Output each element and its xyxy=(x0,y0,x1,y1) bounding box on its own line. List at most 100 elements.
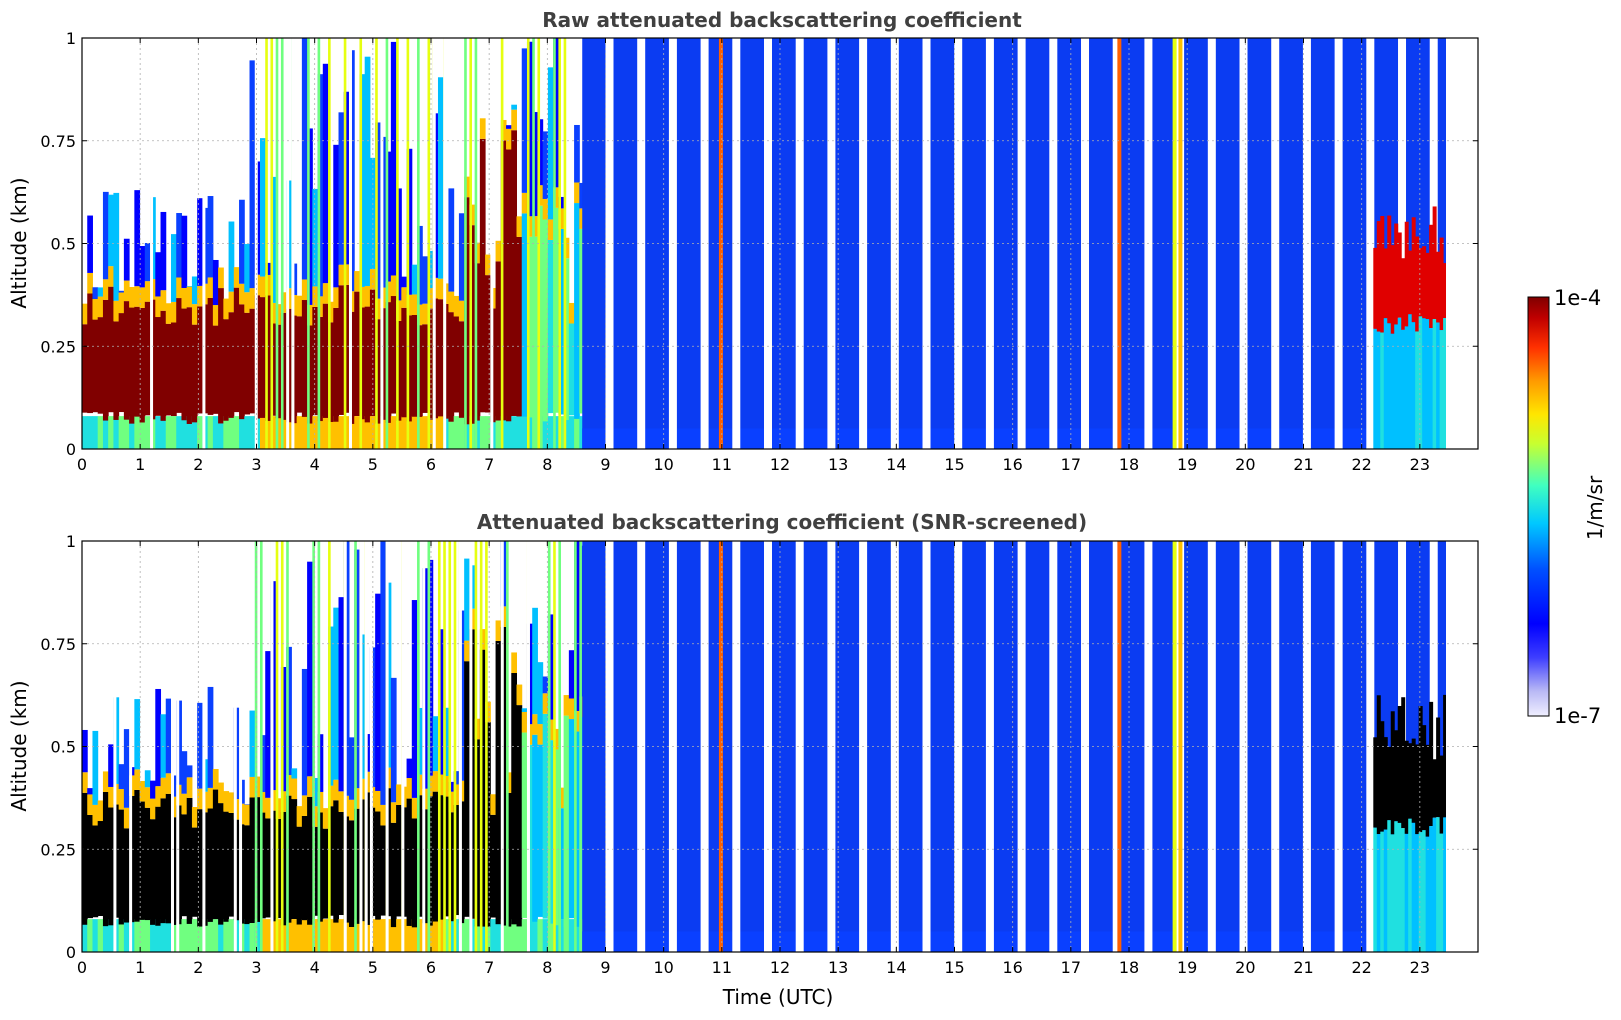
time-column xyxy=(448,188,455,449)
colorbar: 1e-4 1e-7 1/m/sr xyxy=(1527,286,1607,728)
time-column xyxy=(139,246,146,449)
time-column xyxy=(464,558,470,952)
scan-gap xyxy=(1366,38,1375,449)
time-column xyxy=(170,234,177,449)
time-column xyxy=(474,38,481,449)
x-tick-label: 10 xyxy=(653,958,673,977)
x-tick-label: 2 xyxy=(193,455,203,474)
time-column xyxy=(186,286,193,449)
time-column xyxy=(165,303,172,449)
time-column xyxy=(469,38,476,449)
x-tick-label: 7 xyxy=(484,455,494,474)
time-column xyxy=(432,38,439,449)
time-column xyxy=(259,138,266,449)
x-tick-label: 9 xyxy=(600,958,610,977)
time-column xyxy=(385,38,392,449)
scan-gap xyxy=(1112,541,1121,952)
time-column xyxy=(511,104,518,449)
time-column xyxy=(574,541,580,952)
x-ticks-screened: 0 1 2 3 4 5 6 7 8 9 10 11 12 13 14 15 16 17 18 19 20 21 22 23 xyxy=(77,541,1430,977)
time-column xyxy=(579,541,586,952)
time-column xyxy=(437,541,444,952)
x-tick-label: 5 xyxy=(368,455,378,474)
time-column xyxy=(150,780,156,952)
x-tick-label: 15 xyxy=(944,958,964,977)
time-column xyxy=(364,541,371,952)
time-column xyxy=(359,38,366,449)
scan-gap xyxy=(1207,541,1216,952)
time-column xyxy=(97,287,104,449)
time-column xyxy=(521,48,528,449)
time-column xyxy=(375,38,381,449)
time-column xyxy=(191,276,198,449)
x-tick-label: 21 xyxy=(1293,455,1313,474)
time-column xyxy=(150,38,156,449)
x-tick-label: 23 xyxy=(1410,455,1430,474)
time-column xyxy=(87,788,93,952)
scan-gap xyxy=(922,541,931,952)
colorbar-max-label: 1e-4 xyxy=(1554,286,1601,310)
time-column xyxy=(301,668,308,952)
time-column xyxy=(108,744,114,952)
y-axis-label-screened: Altitude (km) xyxy=(7,680,31,811)
time-column xyxy=(223,791,230,952)
x-tick-label: 0 xyxy=(77,455,87,474)
scan-gap xyxy=(922,38,931,449)
y-tick-label: 0.75 xyxy=(40,635,76,654)
time-column xyxy=(113,541,120,952)
time-column xyxy=(322,808,329,952)
time-column xyxy=(307,561,313,952)
x-tick-label: 2 xyxy=(193,958,203,977)
scan-gap xyxy=(1017,541,1026,952)
time-column xyxy=(108,194,114,449)
x-tick-label: 16 xyxy=(1002,455,1022,474)
time-column xyxy=(144,770,151,952)
y-tick-label: 1 xyxy=(66,29,76,48)
time-column xyxy=(212,259,219,449)
time-column xyxy=(181,751,188,952)
x-tick-label: 6 xyxy=(426,455,436,474)
y-tick-label: 1 xyxy=(66,532,76,551)
x-tick-label: 12 xyxy=(770,958,790,977)
time-column xyxy=(228,221,235,449)
bright-stripe xyxy=(718,541,723,952)
colorbar-min-label: 1e-7 xyxy=(1554,704,1601,728)
time-column xyxy=(547,541,554,952)
x-tick-label: 19 xyxy=(1177,958,1197,977)
time-column xyxy=(343,541,350,952)
time-column xyxy=(291,768,298,952)
time-column xyxy=(113,192,120,449)
time-column xyxy=(432,716,439,952)
time-column xyxy=(542,676,549,952)
time-column xyxy=(254,541,261,952)
panel-title-screened: Attenuated backscattering coefficient (S… xyxy=(477,510,1087,534)
time-column xyxy=(129,287,135,449)
x-tick-label: 6 xyxy=(426,958,436,977)
time-column xyxy=(139,780,146,952)
bright-stripe xyxy=(1172,38,1177,449)
scan-gap xyxy=(1112,38,1121,449)
time-column xyxy=(155,688,162,952)
time-column xyxy=(364,56,371,449)
y-tick-label: 0.75 xyxy=(40,132,76,151)
x-tick-label: 0 xyxy=(77,958,87,977)
time-column xyxy=(123,238,130,449)
x-tick-label: 1 xyxy=(135,958,145,977)
time-column xyxy=(333,144,340,449)
time-column xyxy=(396,784,402,952)
scan-gap xyxy=(890,541,899,952)
time-column xyxy=(443,541,449,952)
time-column xyxy=(511,652,518,952)
x-tick-label: 4 xyxy=(310,958,320,977)
time-column xyxy=(191,807,198,952)
bright-stripe xyxy=(718,38,723,449)
y-tick-label: 0 xyxy=(66,943,76,962)
time-column xyxy=(348,737,355,952)
time-column xyxy=(92,287,99,449)
time-column xyxy=(547,67,554,449)
time-column xyxy=(553,541,559,952)
x-tick-label: 16 xyxy=(1002,958,1022,977)
time-column xyxy=(359,541,366,952)
time-column xyxy=(542,131,549,449)
time-column xyxy=(437,77,444,449)
